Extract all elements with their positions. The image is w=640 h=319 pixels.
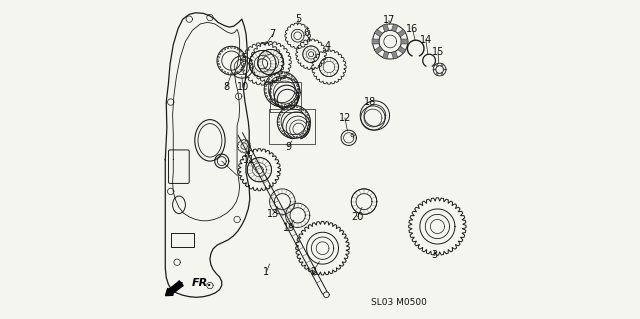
- Polygon shape: [401, 39, 408, 44]
- Text: 1: 1: [263, 267, 269, 277]
- Text: 11: 11: [243, 155, 255, 165]
- Polygon shape: [374, 46, 383, 54]
- Polygon shape: [383, 51, 389, 59]
- Text: 15: 15: [432, 47, 444, 57]
- Text: 4: 4: [325, 41, 331, 51]
- Text: 3: 3: [431, 249, 437, 260]
- Polygon shape: [392, 51, 398, 59]
- FancyArrow shape: [166, 281, 183, 296]
- Polygon shape: [441, 72, 444, 76]
- Bar: [171, 233, 194, 247]
- Text: 13: 13: [267, 209, 279, 219]
- Text: 16: 16: [406, 24, 419, 34]
- Polygon shape: [436, 63, 438, 67]
- Polygon shape: [397, 29, 406, 37]
- Text: 2: 2: [310, 267, 316, 277]
- Bar: [269, 109, 316, 144]
- Polygon shape: [444, 69, 446, 70]
- Text: 19: 19: [283, 223, 295, 233]
- Polygon shape: [397, 46, 406, 54]
- Polygon shape: [383, 24, 389, 32]
- Polygon shape: [441, 63, 444, 67]
- Text: 12: 12: [339, 113, 351, 123]
- Polygon shape: [372, 39, 380, 44]
- Polygon shape: [433, 69, 436, 70]
- Text: 5: 5: [295, 14, 301, 24]
- Text: 9: 9: [285, 142, 291, 152]
- Polygon shape: [436, 72, 438, 76]
- Text: SL03 M0500: SL03 M0500: [371, 298, 427, 307]
- Polygon shape: [392, 24, 398, 32]
- Text: 18: 18: [364, 97, 376, 107]
- Text: 10: 10: [237, 82, 249, 93]
- Text: FR.: FR.: [191, 278, 212, 288]
- Text: 17: 17: [383, 15, 395, 26]
- Text: 20: 20: [351, 212, 364, 222]
- Polygon shape: [374, 29, 383, 37]
- Text: 14: 14: [420, 35, 432, 45]
- Text: 7: 7: [269, 29, 276, 40]
- Text: 6: 6: [303, 28, 310, 39]
- Text: 8: 8: [223, 82, 230, 93]
- Bar: [269, 82, 301, 112]
